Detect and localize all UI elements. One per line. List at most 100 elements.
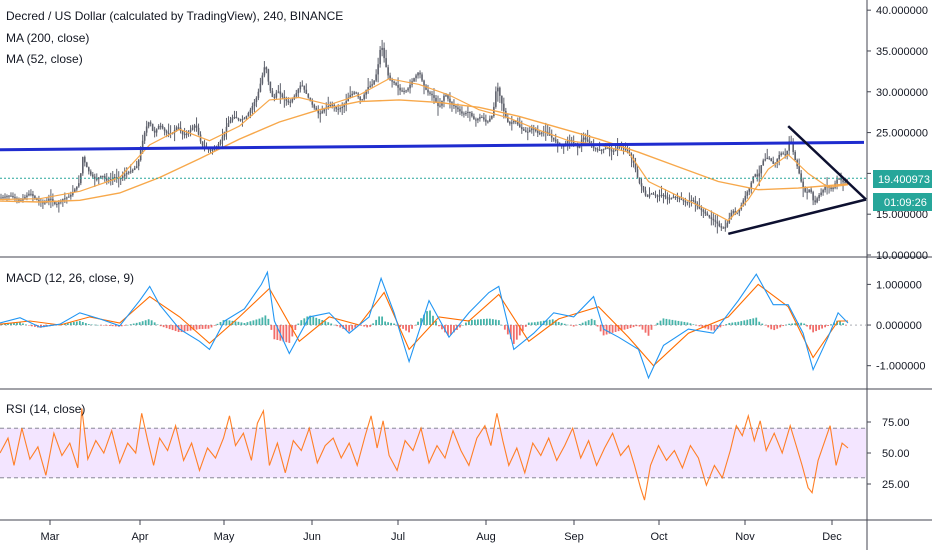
macd-histogram-bar — [578, 323, 581, 326]
macd-histogram-bar — [363, 325, 366, 327]
macd-histogram-bar — [605, 325, 608, 335]
macd-line — [0, 270, 849, 380]
price-candle-body — [263, 67, 266, 76]
rsi-tick-label: 75.00 — [882, 417, 910, 429]
price-candle-body — [14, 197, 16, 199]
macd-histogram-bar — [465, 322, 467, 326]
price-candle-body — [684, 201, 687, 203]
macd-histogram-bar — [201, 325, 204, 329]
rsi-tick-label: 50.00 — [882, 448, 910, 460]
price-candle-body — [497, 87, 499, 92]
price-candle-body — [375, 74, 377, 81]
macd-histogram-bar — [530, 322, 533, 326]
price-candle-body — [103, 176, 106, 179]
price-candle-body — [147, 122, 150, 127]
macd-histogram-bar — [336, 325, 339, 327]
macd-histogram-bar — [16, 322, 18, 326]
rsi-tick-label: 25.00 — [882, 479, 910, 491]
price-candle-body — [211, 149, 214, 151]
price-candle-body — [538, 133, 541, 135]
macd-histogram-bar — [710, 325, 713, 331]
price-candle-body — [838, 178, 840, 180]
price-candle-body — [467, 111, 469, 113]
price-candle-body — [712, 218, 715, 221]
price-candle-body — [491, 115, 493, 119]
price-candle-body — [648, 194, 651, 197]
price-candle-body — [762, 160, 765, 166]
price-tick-label: 10.000000 — [876, 250, 928, 262]
price-candle-body — [257, 91, 260, 98]
macd-histogram-bar — [698, 325, 701, 327]
price-candle-body — [730, 212, 733, 219]
macd-histogram-bar — [626, 325, 629, 329]
price-candle-body — [473, 116, 475, 120]
macd-histogram-bar — [674, 320, 677, 326]
price-candle-body — [461, 111, 463, 114]
macd-histogram-bar — [255, 319, 258, 326]
macd-histogram-bar — [764, 325, 767, 326]
macd-histogram-bar — [545, 320, 548, 326]
price-candle-body — [141, 140, 144, 150]
price-candle-body — [8, 195, 10, 197]
macd-histogram-bar — [19, 322, 21, 326]
macd-histogram-bar — [548, 319, 551, 326]
price-candle-body — [153, 130, 156, 133]
time-tick-label: Mar — [41, 531, 60, 543]
price-candle-body — [321, 111, 324, 114]
macd-histogram-bar — [111, 325, 114, 327]
price-candle-body — [82, 157, 84, 174]
price-candle-body — [554, 139, 557, 142]
price-candle-body — [137, 160, 140, 167]
price-candle-body — [241, 119, 244, 121]
price-candle-body — [768, 157, 771, 159]
macd-histogram-bar — [731, 322, 734, 326]
price-tick-label: 15.000000 — [876, 209, 928, 221]
price-candle-body — [616, 146, 619, 149]
price-candle-body — [58, 202, 60, 205]
macd-histogram-bar — [66, 323, 69, 326]
macd-histogram-bar — [839, 321, 841, 326]
macd-histogram-bar — [40, 325, 42, 328]
macd-histogram-bar — [34, 325, 36, 327]
price-candle-body — [445, 95, 447, 97]
price-candle-body — [259, 83, 262, 92]
price-candle-body — [255, 97, 258, 102]
price-candle-body — [379, 49, 381, 65]
macd-histogram-bar — [653, 325, 656, 326]
price-candle-body — [203, 145, 206, 147]
macd-histogram-bar — [644, 325, 647, 333]
price-candle-body — [435, 97, 437, 102]
price-pane[interactable] — [0, 39, 867, 236]
price-candle-body — [393, 81, 395, 83]
macd-histogram-bar — [411, 325, 413, 329]
macd-histogram-bar — [557, 321, 560, 326]
macd-histogram-bar — [671, 319, 674, 326]
price-candle-body — [233, 116, 236, 118]
price-candle-body — [782, 153, 784, 155]
macd-histogram-bar — [327, 322, 330, 326]
price-candle-body — [6, 196, 8, 198]
price-candle-body — [133, 168, 136, 170]
price-candle-body — [489, 118, 491, 122]
price-candle-body — [101, 175, 104, 177]
price-candle-body — [750, 182, 753, 188]
macd-histogram-bar — [195, 325, 198, 330]
macd-histogram-bar — [779, 325, 782, 328]
macd-histogram-bar — [755, 317, 758, 326]
macd-histogram-bar — [632, 325, 635, 328]
price-candle-body — [345, 101, 348, 105]
rsi-pane[interactable] — [0, 408, 866, 501]
macd-histogram-bar — [815, 325, 818, 332]
price-tick-label: 25.000000 — [876, 128, 928, 140]
macd-pane[interactable] — [0, 270, 866, 380]
price-candle-body — [748, 187, 751, 192]
macd-histogram-bar — [803, 323, 806, 326]
macd-histogram-bar — [488, 318, 491, 326]
price-candle-body — [361, 99, 363, 101]
macd-histogram-bar — [527, 322, 530, 326]
macd-histogram-bar — [842, 323, 844, 326]
macd-histogram-bar — [25, 324, 27, 326]
macd-histogram-bar — [312, 316, 315, 326]
price-candle-body — [802, 181, 804, 188]
macd-histogram-bar — [369, 325, 372, 327]
